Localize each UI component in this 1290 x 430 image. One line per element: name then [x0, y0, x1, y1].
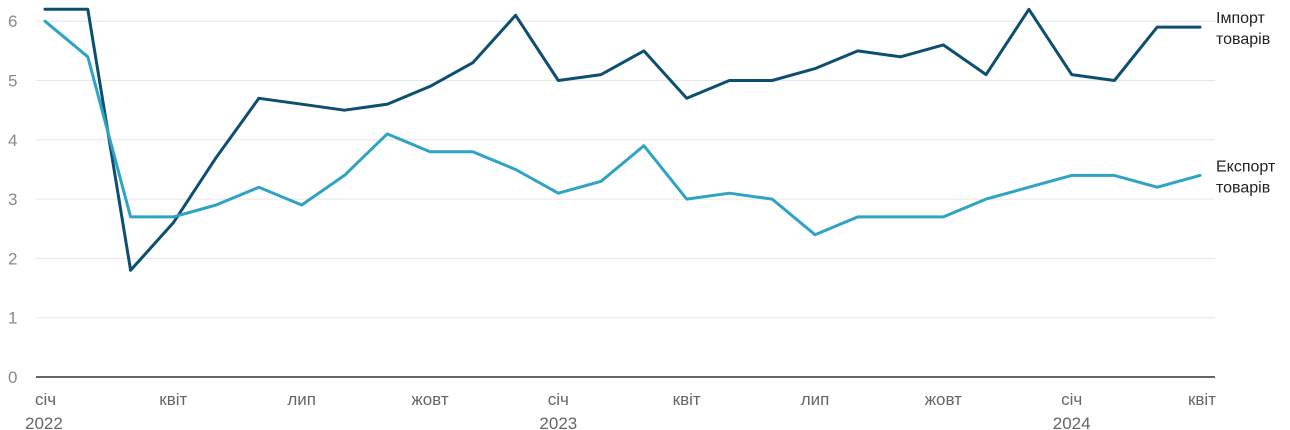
x-tick-label: квіт: [673, 390, 701, 409]
x-tick-label: лип: [801, 390, 830, 409]
x-tick-label: жовт: [925, 390, 962, 409]
x-tick-label: лип: [287, 390, 316, 409]
y-tick-label: 6: [8, 12, 17, 31]
x-axis-tick-labels: січ 2022 квіт лип жовт січ 2023 квіт лип жовт січ 2…: [25, 390, 1216, 430]
series-line: [43, 7, 1202, 272]
series-label: Експорт: [1216, 158, 1276, 175]
y-tick-label: 4: [8, 131, 17, 150]
series-labels: Імпорт товарів Експорт товарів: [1216, 10, 1276, 196]
y-gridlines: [36, 20, 1215, 319]
x-tick-label: січ: [548, 390, 569, 409]
x-tick-year-label: 2022: [25, 414, 63, 430]
series-label: товарів: [1216, 31, 1270, 48]
x-tick-year-label: 2024: [1053, 414, 1091, 430]
y-tick-label: 0: [8, 368, 17, 387]
x-tick-label: квіт: [1188, 390, 1216, 409]
y-tick-label: 5: [8, 72, 17, 91]
x-tick-label: квіт: [159, 390, 187, 409]
x-tick-label: січ: [1061, 390, 1082, 409]
series-lines: [43, 7, 1202, 272]
y-axis-tick-labels: 0 1 2 3 4 5 6: [8, 12, 17, 387]
y-tick-label: 1: [8, 309, 17, 328]
series-label: Імпорт: [1216, 10, 1266, 27]
x-tick-label: січ: [35, 390, 56, 409]
x-tick-label: жовт: [411, 390, 448, 409]
y-tick-label: 2: [8, 249, 17, 268]
x-tick-year-label: 2023: [539, 414, 577, 430]
series-label: товарів: [1216, 179, 1270, 196]
series-line: [43, 19, 1202, 237]
y-tick-label: 3: [8, 190, 17, 209]
